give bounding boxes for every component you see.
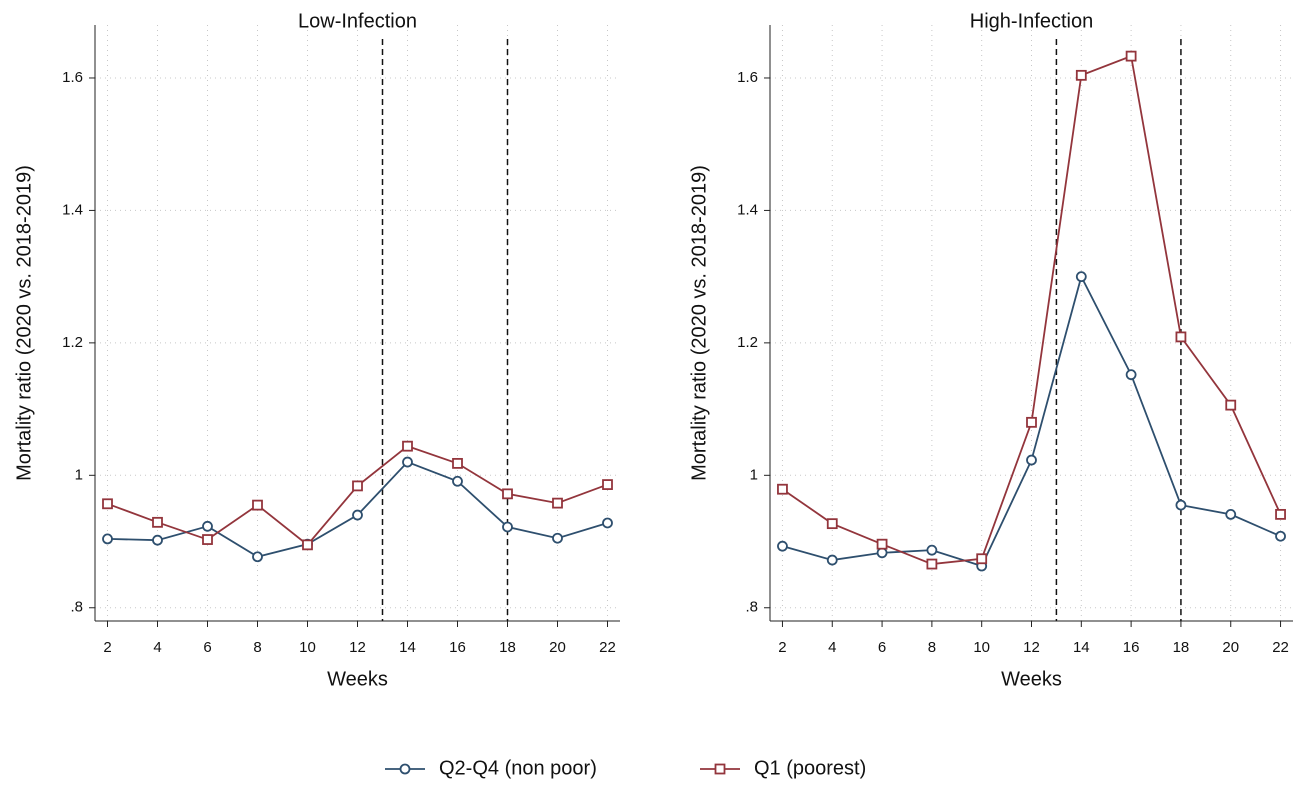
x-tick-label: 2 <box>778 639 786 656</box>
legend-label: Q1 (poorest) <box>754 757 866 779</box>
y-tick-label: 1 <box>75 466 83 483</box>
x-tick-label: 4 <box>828 639 836 656</box>
series-line <box>107 461 608 558</box>
x-tick-label: 12 <box>1023 639 1040 656</box>
y-tick-label: 1.2 <box>62 334 83 351</box>
x-tick-label: 16 <box>1123 639 1140 656</box>
marker <box>826 518 838 530</box>
marker <box>777 540 788 552</box>
marker <box>302 539 313 551</box>
x-tick-label: 18 <box>499 639 516 656</box>
marker <box>252 499 263 511</box>
x-tick-label: 22 <box>1272 639 1289 656</box>
marker <box>1175 499 1187 511</box>
marker <box>1175 331 1187 343</box>
x-tick-label: 2 <box>103 639 111 656</box>
marker <box>602 517 613 529</box>
marker <box>1075 69 1087 81</box>
x-tick-label: 10 <box>299 639 316 656</box>
x-tick-label: 18 <box>1173 639 1190 656</box>
x-tick-label: 12 <box>349 639 366 656</box>
marker <box>777 483 788 495</box>
x-tick-label: 8 <box>928 639 936 656</box>
x-tick-label: 14 <box>1073 639 1090 656</box>
marker <box>1125 50 1137 62</box>
marker <box>502 488 513 500</box>
x-tick-label: 20 <box>1222 639 1239 656</box>
chart-title: High-Infection <box>970 10 1093 32</box>
y-tick-label: 1.6 <box>737 69 758 86</box>
y-tick-label: .8 <box>70 599 83 616</box>
marker <box>1075 271 1087 283</box>
y-tick-label: 1.2 <box>737 334 758 351</box>
marker <box>926 544 938 556</box>
marker <box>252 551 263 563</box>
x-tick-label: 6 <box>878 639 886 656</box>
marker <box>1125 369 1137 381</box>
marker <box>1026 416 1037 428</box>
marker <box>352 509 363 521</box>
x-tick-label: 16 <box>449 639 466 656</box>
marker <box>876 538 888 550</box>
y-tick-label: 1.4 <box>62 201 83 218</box>
marker <box>402 456 413 468</box>
marker <box>552 497 563 509</box>
marker <box>452 457 463 469</box>
y-tick-label: 1 <box>750 466 758 483</box>
y-tick-label: 1.6 <box>62 69 83 86</box>
legend-label: Q2-Q4 (non poor) <box>439 757 597 779</box>
marker <box>352 480 363 492</box>
marker <box>876 547 888 559</box>
marker <box>1275 508 1286 520</box>
y-tick-label: 1.4 <box>737 201 758 218</box>
y-tick-label: .8 <box>745 599 758 616</box>
marker <box>926 558 938 570</box>
x-axis-label: Weeks <box>327 668 388 690</box>
x-tick-label: 22 <box>599 639 616 656</box>
legend-marker <box>714 763 726 775</box>
y-axis-label: Mortality ratio (2020 vs. 2018-2019) <box>688 165 710 481</box>
marker <box>202 520 213 532</box>
marker <box>826 554 838 566</box>
marker <box>452 475 463 487</box>
marker <box>976 553 988 565</box>
marker <box>402 440 413 452</box>
legend-marker <box>399 763 411 775</box>
marker <box>102 533 113 545</box>
x-tick-label: 8 <box>253 639 261 656</box>
marker <box>152 534 163 546</box>
x-tick-label: 14 <box>399 639 416 656</box>
marker <box>202 534 213 545</box>
x-tick-label: 10 <box>973 639 990 656</box>
marker <box>102 498 113 510</box>
marker <box>552 532 563 544</box>
marker <box>1026 454 1037 466</box>
chart-title: Low-Infection <box>298 10 417 32</box>
marker <box>1225 508 1237 520</box>
x-axis-label: Weeks <box>1001 668 1062 690</box>
y-axis-label: Mortality ratio (2020 vs. 2018-2019) <box>13 165 35 481</box>
x-tick-label: 6 <box>203 639 211 656</box>
x-tick-label: 4 <box>153 639 161 656</box>
marker <box>502 521 513 533</box>
marker <box>152 516 163 528</box>
marker <box>1225 399 1237 411</box>
marker <box>1275 530 1286 542</box>
x-tick-label: 20 <box>549 639 566 656</box>
marker <box>602 479 613 490</box>
